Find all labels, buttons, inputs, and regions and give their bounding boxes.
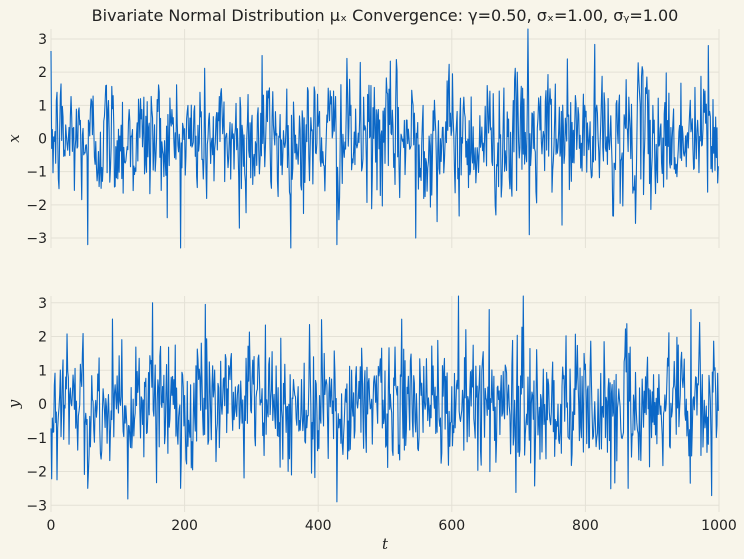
y-tick-label: 1 — [38, 98, 47, 114]
chart-title: Bivariate Normal Distribution μₓ Converg… — [92, 6, 679, 25]
x-tick-label: 400 — [305, 518, 332, 534]
x-axis: 0 200 400 600 800 1000 t — [47, 518, 737, 553]
series-line-x — [50, 28, 719, 249]
x-tick-label: 200 — [171, 518, 198, 534]
y-axis-label: y — [5, 399, 23, 409]
y-tick-label: 3 — [38, 32, 47, 48]
y-tick-label: −3 — [26, 498, 47, 514]
x-axis-label: t — [382, 535, 389, 553]
panel-x: −3 −2 −1 0 1 2 3 x — [5, 28, 720, 249]
y-tick-label: 0 — [38, 132, 47, 148]
y-tick-label: −1 — [26, 165, 47, 181]
x-tick-label: 1000 — [701, 518, 737, 534]
y-axis-label: x — [5, 134, 23, 143]
y-tick-label: −2 — [26, 465, 47, 481]
x-tick-label: 0 — [47, 518, 56, 534]
y-tick-label: −1 — [26, 431, 47, 447]
series-line-y — [50, 295, 719, 503]
y-tick-label: 2 — [38, 65, 47, 81]
panels: −3 −2 −1 0 1 2 3 x −3 −2 −1 0 1 2 3 y 0 200 400 600 800 1000 t — [5, 28, 737, 553]
y-tick-label: −3 — [26, 231, 47, 247]
y-tick-label: 2 — [38, 330, 47, 346]
x-tick-label: 800 — [572, 518, 599, 534]
y-tick-label: 1 — [38, 363, 47, 379]
y-tick-label: −2 — [26, 198, 47, 214]
x-tick-label: 600 — [438, 518, 465, 534]
y-tick-label: 3 — [38, 296, 47, 312]
panel-y: −3 −2 −1 0 1 2 3 y — [5, 295, 720, 514]
y-tick-label: 0 — [38, 397, 47, 413]
